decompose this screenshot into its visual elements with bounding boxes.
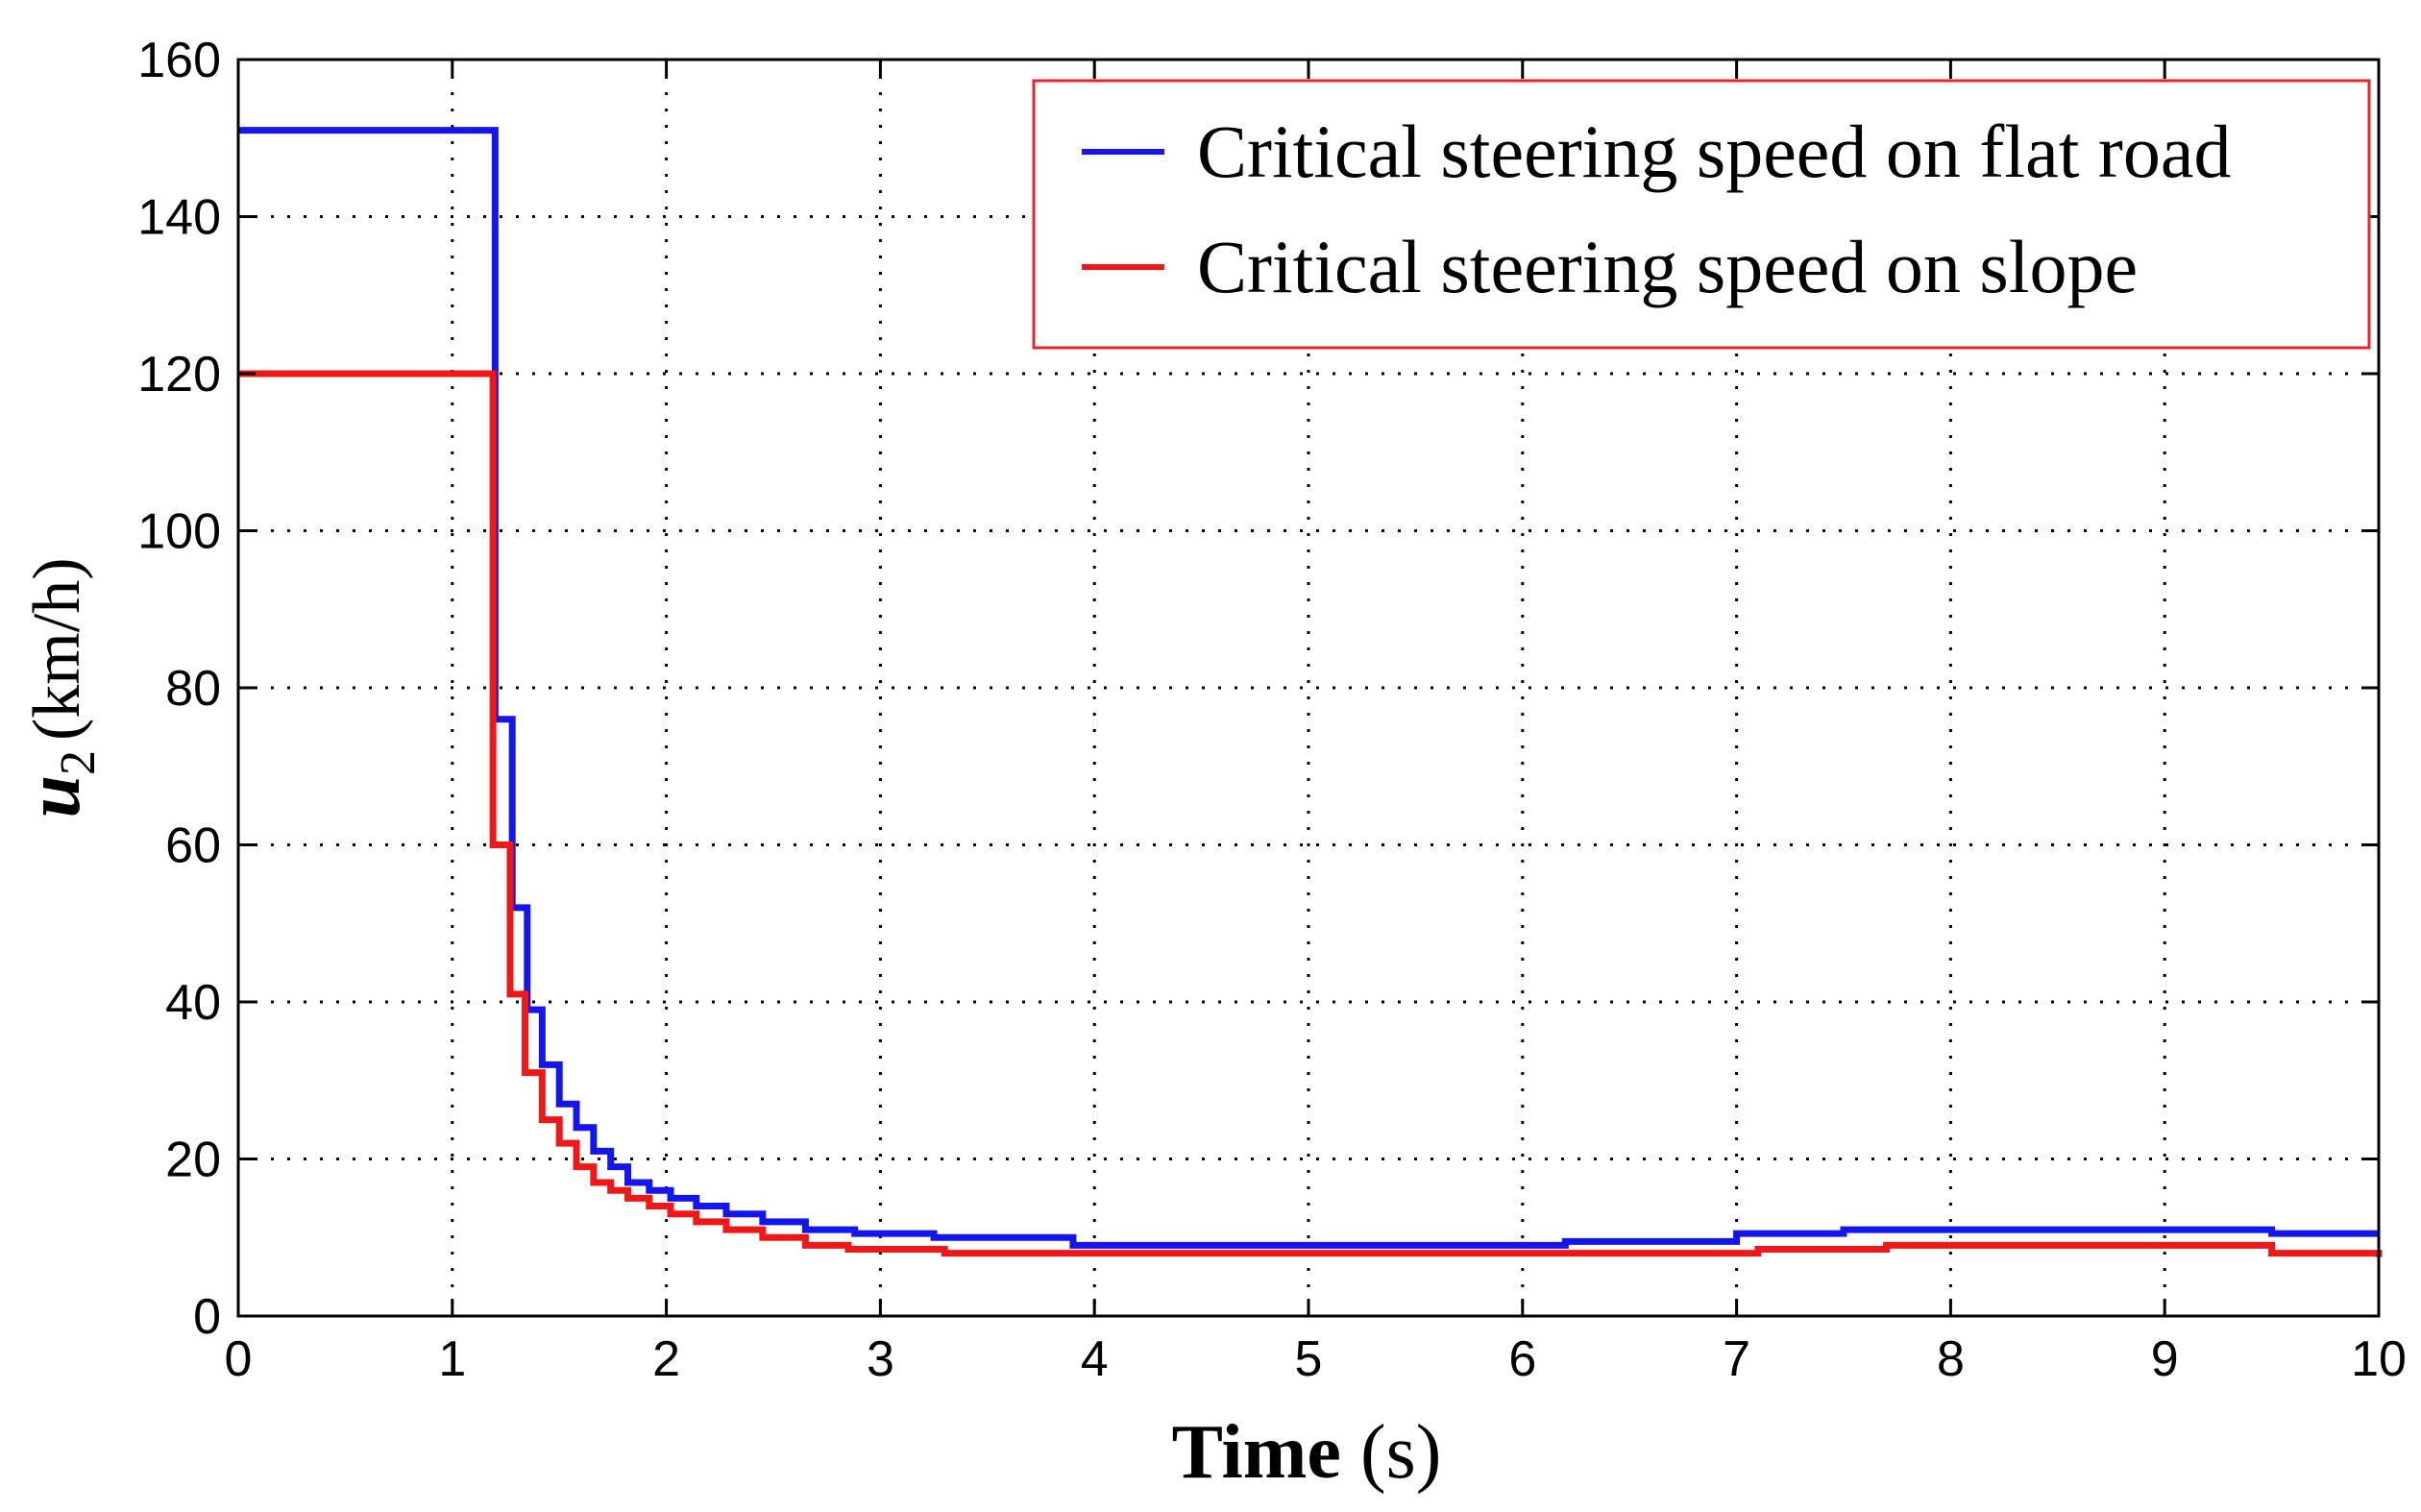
y-axis-label-symbol: u	[12, 775, 96, 818]
x-tick-label: 9	[2151, 1331, 2179, 1387]
y-tick-label: 160	[137, 33, 221, 88]
y-axis-label-subscript: 2	[51, 750, 106, 775]
series-layer	[238, 127, 2383, 1257]
y-tick-label: 0	[193, 1289, 221, 1345]
x-tick-label: 7	[1723, 1331, 1750, 1387]
x-tick-label: 2	[652, 1331, 680, 1387]
y-tick-label: 40	[165, 975, 221, 1031]
legend-label-slope: Critical steering speed on slope	[1197, 225, 2138, 308]
x-axis-label: Time (s)	[1172, 1410, 1442, 1495]
x-tick-label: 3	[867, 1331, 894, 1387]
grid-layer	[238, 60, 2379, 1316]
y-tick-label: 80	[165, 661, 221, 717]
y-tick-label: 20	[165, 1133, 221, 1188]
y-axis-label-unit: (km/h)	[20, 557, 94, 741]
y-tick-label: 120	[137, 347, 221, 402]
legend: Critical steering speed on flat road Cri…	[1032, 79, 2371, 350]
x-axis-label-bold: Time	[1172, 1410, 1341, 1495]
x-tick-label: 5	[1295, 1331, 1323, 1387]
x-axis-label-unit: (s)	[1341, 1410, 1441, 1495]
x-tick-label: 1	[438, 1331, 466, 1387]
y-axis-label: u2 (km/h)	[12, 557, 106, 817]
y-tick-label: 140	[137, 190, 221, 246]
legend-box	[1032, 79, 2371, 350]
x-tick-label: 8	[1937, 1331, 1965, 1387]
series-line-flat-road	[238, 127, 2379, 1249]
x-tick-label: 4	[1081, 1331, 1109, 1387]
legend-label-flat-road: Critical steering speed on flat road	[1197, 110, 2231, 193]
series-line-slope	[238, 370, 2383, 1257]
x-tick-label: 6	[1508, 1331, 1536, 1387]
y-tick-label: 100	[137, 504, 221, 560]
x-tick-label: 10	[2351, 1331, 2407, 1387]
x-tick-label: 0	[225, 1331, 253, 1387]
y-tick-label: 60	[165, 818, 221, 874]
